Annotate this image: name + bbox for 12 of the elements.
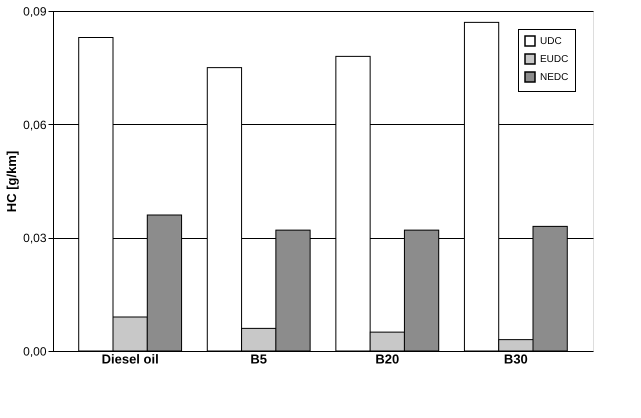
y-tick-label: 0,03 — [23, 231, 47, 246]
x-tick-label: B20 — [375, 352, 400, 366]
y-axis-title: HC [g/km] — [4, 150, 20, 212]
x-tick-label: Diesel oil — [102, 352, 159, 366]
legend-label: NEDC — [540, 72, 568, 83]
x-tick-label: B5 — [250, 352, 268, 366]
y-tick-label: 0,00 — [23, 344, 47, 358]
legend-label: UDC — [540, 36, 562, 47]
legend-label: EUDC — [540, 54, 568, 65]
x-tick-label: B30 — [504, 352, 528, 366]
y-tick-label: 0,09 — [23, 4, 47, 18]
y-tick-label: 0,06 — [23, 118, 47, 132]
